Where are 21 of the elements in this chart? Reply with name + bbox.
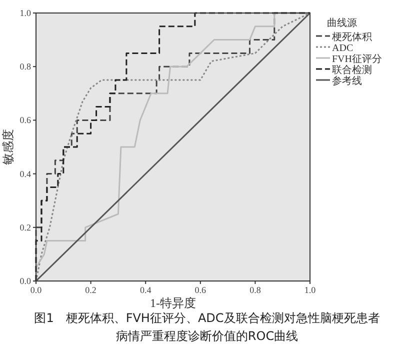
y-tick-label: 0.4 — [20, 168, 32, 179]
legend-label: 联合检测 — [332, 64, 372, 76]
x-tick-label: 0.6 — [194, 285, 207, 295]
legend-title: 曲线源 — [327, 17, 357, 29]
x-tick-label: 0.2 — [85, 285, 96, 295]
y-axis-title: 敏感度 — [1, 129, 15, 165]
x-tick-label: 0.8 — [250, 285, 262, 295]
x-tick-label: 0.0 — [30, 285, 42, 295]
x-axis-title: 1-特异度 — [150, 296, 196, 310]
x-tick-label: 0.4 — [140, 285, 152, 295]
y-tick-label: 0.8 — [20, 62, 32, 72]
y-tick-label: 0.0 — [20, 276, 32, 286]
y-tick-label: 1.0 — [20, 8, 32, 18]
x-tick-label: 1.0 — [304, 285, 316, 295]
y-tick-label: 0.6 — [20, 115, 32, 126]
legend-label: 梗死体积 — [331, 31, 372, 43]
text: 图1 梗死体积、FVH征评分、ADC及联合检测对急性脑梗死患者病情严重程度诊断价值的ROC曲线 — [34, 311, 380, 343]
legend-label: ADC — [332, 43, 354, 54]
y-tick-label: 0.2 — [20, 222, 31, 232]
legend-label: 参考线 — [332, 75, 362, 87]
legend-label: FVH征评分 — [332, 53, 382, 65]
